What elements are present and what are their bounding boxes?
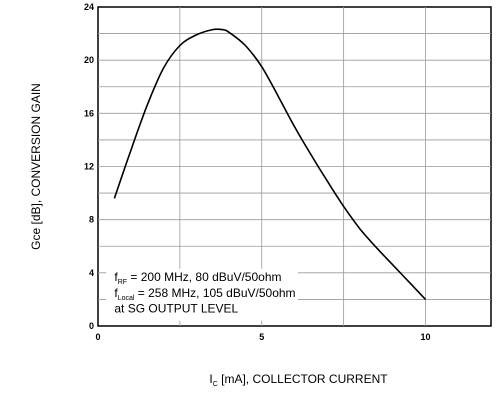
x-axis-title-subscript: C [213, 381, 218, 388]
annotation-main: f [114, 286, 118, 300]
annotation-main: at SG OUTPUT LEVEL [114, 302, 238, 316]
y-axis-title: Gce [dB], CONVERSION GAIN [29, 83, 43, 250]
y-tick-label: 20 [84, 55, 94, 65]
annotation-line: fLocal = 258 MHz, 105 dBuV/50ohm [114, 286, 295, 302]
annotation-main: f [114, 270, 118, 284]
x-tick-label: 5 [259, 332, 264, 342]
y-tick-label: 16 [84, 108, 94, 118]
annotation-line: fRF = 200 MHz, 80 dBuV/50ohm [114, 270, 281, 286]
annotation-subscript: RF [118, 279, 127, 286]
x-axis-title-rest: [mA], COLLECTOR CURRENT [218, 372, 388, 386]
x-tick-label: 10 [420, 332, 430, 342]
series-line [113, 28, 427, 300]
axis-ticks: 0 4 8 12 16 20 24 0 5 10 [84, 2, 431, 342]
annotation-rest: = 258 MHz, 105 dBuV/50ohm [134, 286, 295, 300]
y-tick-label: 0 [89, 321, 94, 331]
annotation-background [106, 268, 298, 321]
annotation-line: at SG OUTPUT LEVEL [114, 302, 238, 316]
x-tick-label: 0 [95, 332, 100, 342]
x-axis-title-main: I [209, 372, 212, 386]
annotation-rest: = 200 MHz, 80 dBuV/50ohm [127, 270, 281, 284]
y-tick-label: 24 [84, 2, 94, 12]
annotation-subscript: Local [118, 295, 135, 302]
y-tick-label: 4 [89, 268, 94, 278]
y-tick-label: 12 [84, 162, 94, 172]
x-axis-title: IC [mA], COLLECTOR CURRENT [209, 372, 388, 388]
y-tick-label: 8 [89, 215, 94, 225]
series-layer [113, 28, 427, 300]
